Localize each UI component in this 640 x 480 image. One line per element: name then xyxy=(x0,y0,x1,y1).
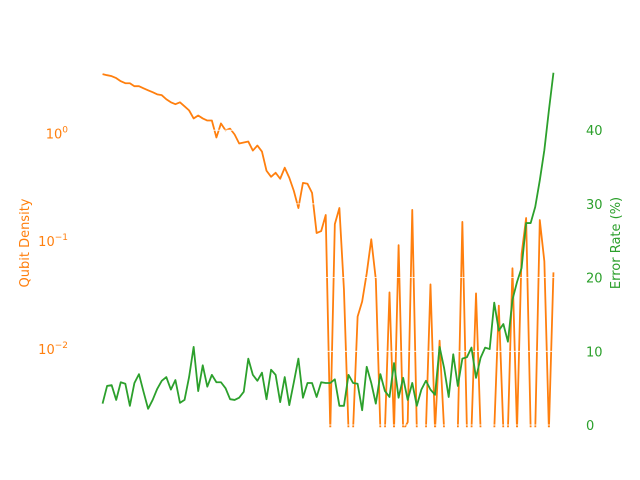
tick-exponent: −1 xyxy=(55,233,68,243)
tick-exponent: 0 xyxy=(62,125,68,135)
left-tick-label: 10−2 xyxy=(38,341,68,358)
qubit-density-series xyxy=(102,73,555,428)
tick-exponent: −2 xyxy=(55,341,68,351)
right-tick-label: 40 xyxy=(586,124,603,139)
right-axis-ticks: 0 10 20 30 40 xyxy=(586,124,603,434)
tick-base: 10 xyxy=(46,127,63,142)
error-rate-line xyxy=(101,72,555,412)
right-tick-label: 30 xyxy=(586,198,603,213)
left-axis-label: Qubit Density xyxy=(18,198,33,287)
right-tick-label: 10 xyxy=(586,345,603,360)
right-tick-label: 0 xyxy=(586,419,594,434)
right-tick-label: 20 xyxy=(586,272,603,287)
left-tick-label: 10−1 xyxy=(38,233,68,250)
tick-base: 10 xyxy=(38,235,55,250)
right-axis-label: Error Rate (%) xyxy=(609,197,624,289)
error-rate-series xyxy=(101,72,555,412)
gridlines xyxy=(80,129,576,426)
tick-base: 10 xyxy=(38,343,55,358)
qubit-density-line xyxy=(102,73,555,428)
left-tick-label: 100 xyxy=(46,125,69,142)
